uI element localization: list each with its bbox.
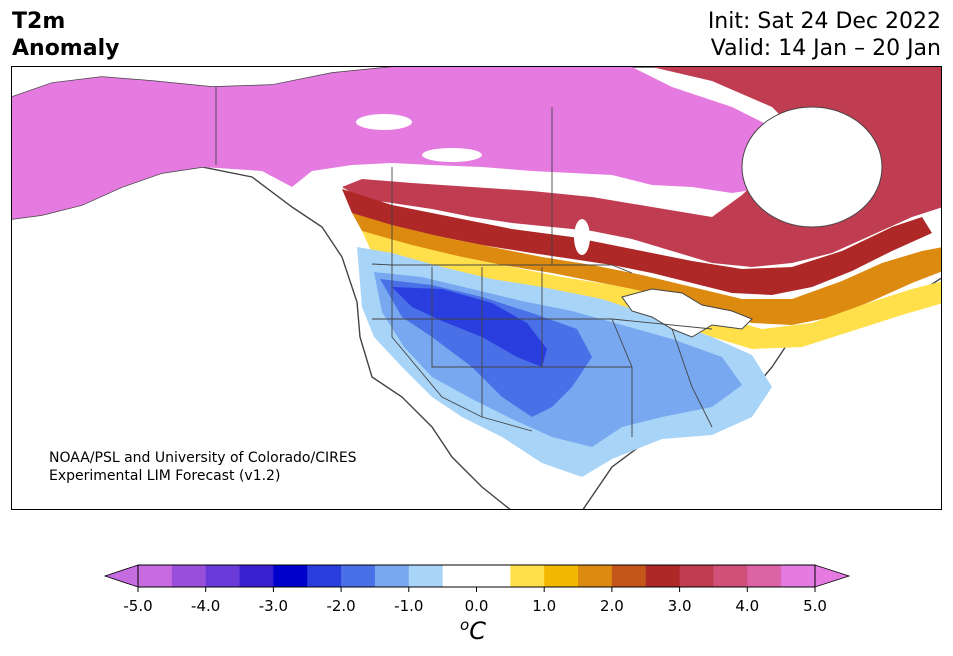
valid-range: Valid: 14 Jan – 20 Jan bbox=[710, 36, 941, 61]
colorbar-tick-label: 1.0 bbox=[532, 597, 556, 615]
anomaly-deepblue-core bbox=[392, 287, 547, 367]
init-date: Init: Sat 24 Dec 2022 bbox=[707, 9, 941, 34]
anomaly-crimson-band bbox=[342, 189, 932, 295]
hudson-bay bbox=[741, 106, 883, 228]
colorbar-tick-label: 2.0 bbox=[600, 597, 624, 615]
credit-line-2: Experimental LIM Forecast (v1.2) bbox=[49, 468, 281, 484]
colorbar-cell bbox=[611, 565, 647, 587]
forecast-credit: NOAA/PSL and University of Colorado/CIRE… bbox=[49, 449, 357, 485]
colorbar-cell bbox=[442, 565, 477, 587]
colorbar-cell bbox=[713, 565, 748, 587]
colorbar-cell bbox=[544, 565, 579, 587]
colorbar-cell bbox=[679, 565, 714, 587]
great-slave-lake bbox=[422, 148, 482, 162]
lake-winnipeg bbox=[574, 219, 590, 255]
colorbar-cell bbox=[747, 565, 782, 587]
colorbar-tick-label: -1.0 bbox=[394, 597, 423, 615]
anomaly-map bbox=[11, 66, 942, 510]
colorbar-cell bbox=[138, 565, 173, 587]
unit-label: C bbox=[469, 617, 486, 645]
colorbar-tick-label: -5.0 bbox=[123, 597, 152, 615]
colorbar-tick-label: 5.0 bbox=[803, 597, 827, 615]
colorbar-over-arrow bbox=[814, 564, 851, 588]
colorbar-cell bbox=[239, 565, 274, 587]
colorbar-cell bbox=[781, 565, 816, 587]
colorbar-tick-label: -3.0 bbox=[259, 597, 288, 615]
colorbar-cell bbox=[510, 565, 545, 587]
colorbar-tick-label: 0.0 bbox=[465, 597, 489, 615]
colorbar-cells bbox=[138, 565, 816, 587]
colorbar-cell bbox=[307, 565, 342, 587]
colorbar-under-arrow bbox=[103, 564, 139, 588]
colorbar-unit: oC bbox=[460, 616, 486, 645]
colorbar-tick-label: 3.0 bbox=[668, 597, 692, 615]
anomaly-pink-north bbox=[12, 67, 812, 219]
colorbar-cell bbox=[408, 565, 444, 587]
title-line-1: T2m bbox=[12, 9, 66, 34]
colorbar-cell bbox=[578, 565, 613, 587]
forecast-dates: Init: Sat 24 Dec 2022 Valid: 14 Jan – 20… bbox=[708, 8, 941, 62]
colorbar-cell bbox=[171, 565, 207, 587]
colorbar-ticks: -5.0 -4.0 -3.0 -2.0 -1.0 0.0 1.0 2.0 3.0 4.0 5.0 bbox=[123, 587, 827, 615]
colorbar-cell bbox=[273, 565, 308, 587]
map-canvas bbox=[12, 67, 941, 509]
colorbar-cell bbox=[374, 565, 410, 587]
colorbar-cell bbox=[645, 565, 681, 587]
colorbar-cell bbox=[341, 565, 376, 587]
colorbar-tick-label: -2.0 bbox=[326, 597, 355, 615]
colorbar-tick-label: 4.0 bbox=[735, 597, 759, 615]
credit-line-1: NOAA/PSL and University of Colorado/CIRE… bbox=[49, 450, 357, 466]
political-borders bbox=[215, 87, 713, 437]
colorbar-cell bbox=[476, 565, 511, 587]
colorbar-cell bbox=[205, 565, 241, 587]
colorbar-tick-label: -4.0 bbox=[191, 597, 220, 615]
great-bear-lake bbox=[356, 114, 412, 130]
title-line-2: Anomaly bbox=[12, 36, 120, 61]
map-title: T2m Anomaly bbox=[12, 8, 119, 62]
degree-symbol: o bbox=[460, 616, 470, 634]
great-lakes bbox=[621, 288, 753, 338]
